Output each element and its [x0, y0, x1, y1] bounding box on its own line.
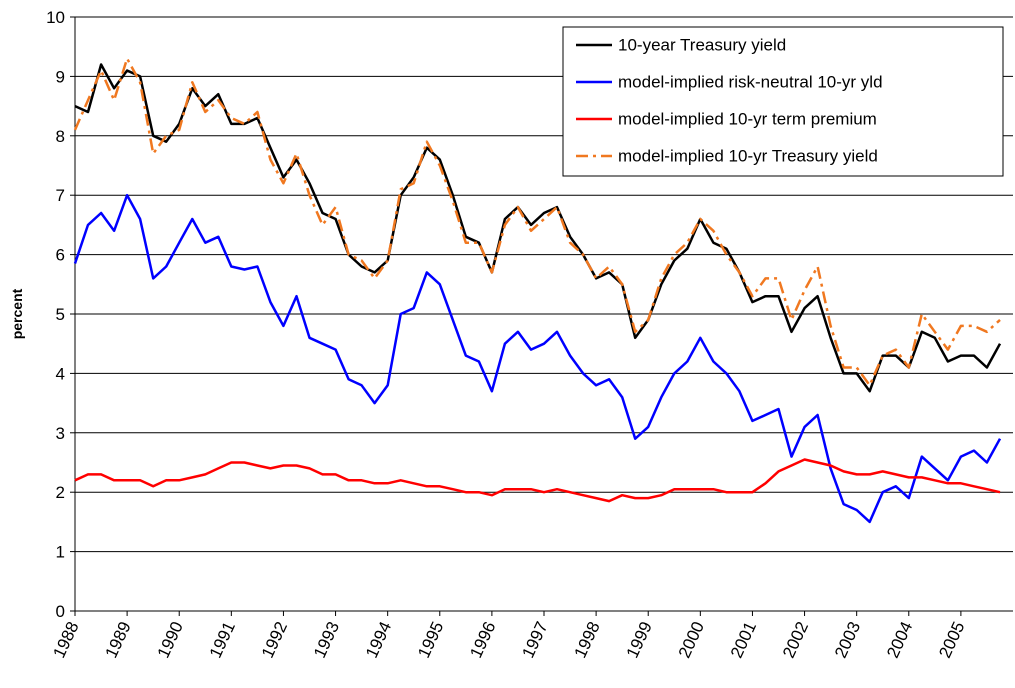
x-tick-label: 1997	[518, 619, 551, 661]
legend-box	[562, 26, 1004, 177]
legend-label: 10-year Treasury yield	[618, 35, 786, 54]
x-tick-label: 1998	[571, 619, 604, 661]
y-tick-label: 10	[46, 8, 65, 27]
x-tick-label: 1989	[102, 619, 135, 661]
legend-label: model-implied risk-neutral 10-yr yld	[618, 72, 883, 91]
legend-label: model-implied 10-yr term premium	[618, 109, 877, 128]
x-tick-label: 2000	[675, 619, 708, 661]
x-tick-label: 1992	[258, 619, 291, 661]
series-line	[73, 193, 1002, 524]
x-tick-label: 1999	[623, 619, 656, 661]
x-tick-label: 1991	[206, 619, 239, 661]
y-axis-label: percent	[9, 288, 25, 339]
y-tick-label: 3	[56, 424, 65, 443]
series-line	[74, 458, 1001, 503]
series-line	[74, 63, 1002, 393]
legend: 10-year Treasury yield model-implied risk…	[562, 26, 1004, 177]
series-line	[73, 57, 1001, 387]
y-tick-label: 5	[56, 305, 65, 324]
x-tick-label: 1990	[154, 619, 187, 661]
y-tick-label: 8	[56, 127, 65, 146]
x-tick-label: 1988	[49, 619, 82, 661]
x-tick-label: 2003	[831, 619, 864, 661]
x-tick-label: 1994	[362, 619, 395, 661]
x-tick-label: 1996	[466, 619, 499, 661]
y-tick-label: 1	[56, 543, 65, 562]
legend-label: model-implied 10-yr Treasury yield	[618, 146, 878, 165]
x-tick-label: 1995	[414, 619, 447, 661]
y-tick-label: 0	[56, 602, 65, 621]
x-tick-label: 2005	[935, 619, 968, 661]
x-tick-label: 2001	[727, 619, 760, 661]
y-tick-label: 4	[56, 364, 65, 383]
y-tick-label: 9	[56, 67, 65, 86]
y-tick-label: 7	[56, 186, 65, 205]
x-tick-label: 2004	[883, 619, 916, 661]
x-tick-label: 2002	[779, 619, 812, 661]
y-tick-label: 6	[56, 246, 65, 265]
x-tick-label: 1993	[310, 619, 343, 661]
y-tick-label: 2	[56, 483, 65, 502]
